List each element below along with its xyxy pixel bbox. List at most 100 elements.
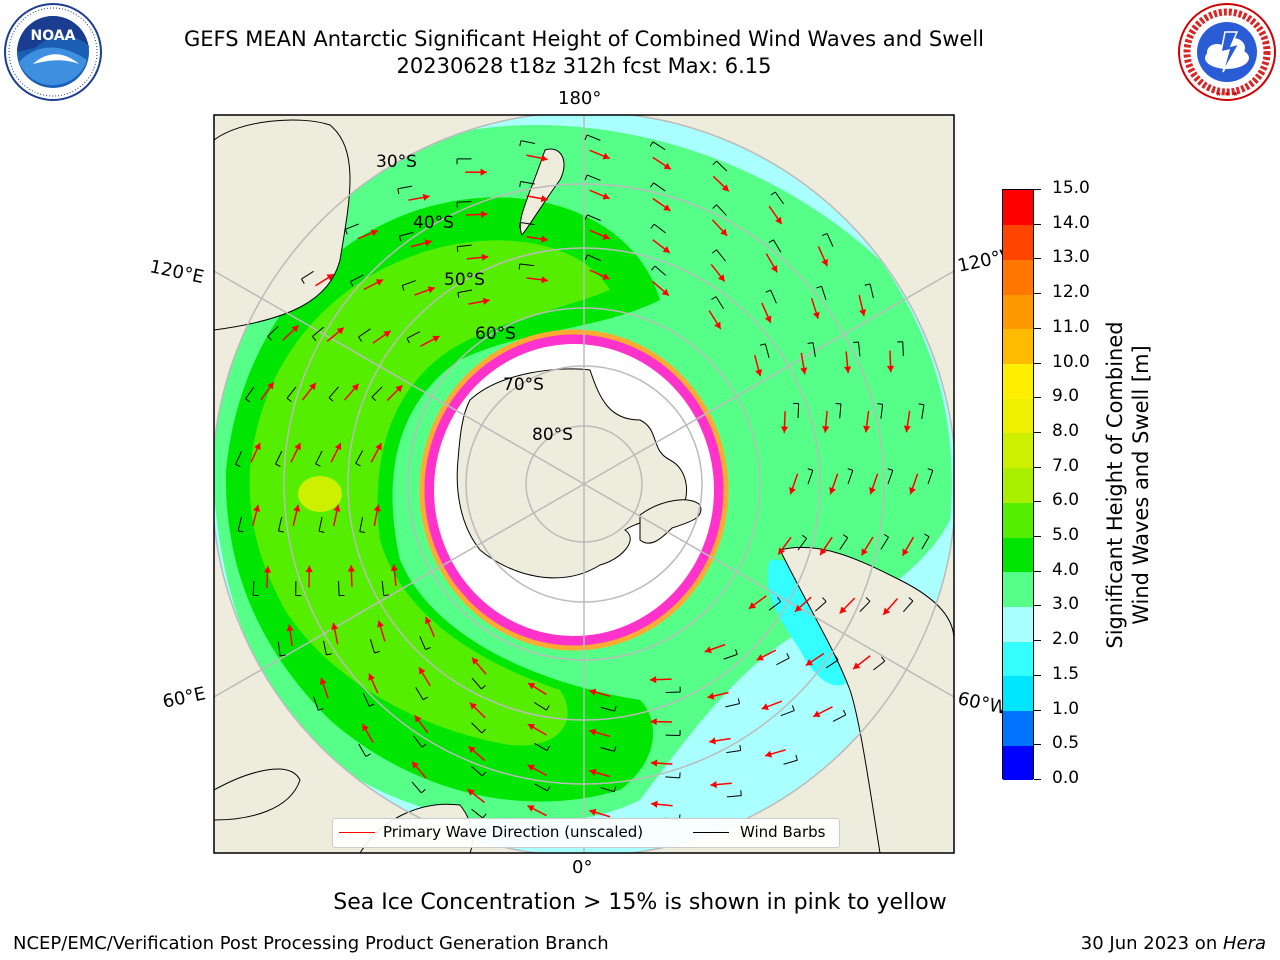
colorbar-tick-label: 12.0 bbox=[1052, 282, 1090, 303]
wind-barb-flag bbox=[326, 653, 332, 656]
wind-barb-flag bbox=[398, 235, 402, 242]
wind-barb-flag bbox=[842, 534, 849, 539]
wave-arrow-head bbox=[375, 279, 384, 286]
colorbar-tick bbox=[1034, 536, 1041, 538]
wind-barb-flag bbox=[519, 140, 522, 147]
wave-arrow-head bbox=[589, 808, 597, 816]
wind-barb-flag bbox=[821, 233, 828, 237]
wind-barb bbox=[600, 746, 615, 752]
wave-arrow-head bbox=[651, 800, 658, 808]
wave-arrow-head bbox=[375, 443, 382, 451]
wind-barb bbox=[313, 696, 319, 711]
wind-barb-flag bbox=[235, 463, 241, 468]
wave-arrow-head bbox=[720, 228, 728, 236]
colorbar-tick bbox=[1034, 189, 1041, 190]
wave-arrow-head bbox=[775, 216, 782, 225]
footer-machine: Hera bbox=[1222, 933, 1266, 954]
wind-barb bbox=[716, 249, 726, 262]
wind-barb-flag bbox=[739, 745, 742, 751]
wave-arrow-head bbox=[886, 365, 895, 373]
wind-barb bbox=[399, 231, 414, 237]
lon-label-180: 180° bbox=[558, 88, 602, 109]
wind-barb-flag bbox=[822, 597, 827, 602]
wind-barb bbox=[345, 223, 359, 230]
wind-barb bbox=[880, 536, 889, 550]
wind-barb bbox=[355, 450, 363, 464]
wind-barb-flag bbox=[795, 754, 798, 761]
wind-barb-flag bbox=[908, 597, 914, 602]
wind-barb-flag bbox=[584, 134, 588, 141]
wind-barb-flag bbox=[807, 342, 814, 344]
colorbar-tick bbox=[1034, 779, 1041, 780]
wind-barb bbox=[457, 201, 472, 203]
wind-barb bbox=[267, 326, 279, 337]
wave-arrow-head bbox=[427, 286, 435, 294]
wind-barb-flag bbox=[712, 160, 717, 166]
wind-barb-flag bbox=[865, 597, 871, 602]
wind-barb bbox=[237, 516, 243, 531]
wind-barb bbox=[812, 342, 816, 357]
lat-label-30s: 30°S bbox=[376, 152, 417, 172]
wave-arrow-head bbox=[368, 673, 375, 681]
wind-barb bbox=[587, 214, 601, 221]
wind-barb-flag bbox=[883, 533, 889, 538]
wave-arrow-head bbox=[480, 168, 487, 176]
wind-barb-flag bbox=[802, 534, 807, 539]
colorbar-tick bbox=[1034, 258, 1041, 260]
wind-barb bbox=[768, 601, 782, 611]
wave-arrow-head bbox=[540, 195, 548, 203]
wind-barb bbox=[665, 776, 680, 779]
footer-date-text: 30 Jun 2023 on bbox=[1080, 933, 1223, 954]
wind-barb bbox=[921, 536, 930, 550]
wave-arrow-head bbox=[602, 273, 610, 280]
wind-barb bbox=[665, 691, 681, 694]
wind-barb bbox=[783, 759, 798, 765]
wind-barb bbox=[406, 331, 421, 339]
wind-barb bbox=[654, 265, 667, 276]
wind-barb bbox=[859, 600, 871, 612]
wind-barb-flag bbox=[318, 530, 325, 533]
colorbar-segment bbox=[1003, 675, 1033, 712]
wave-arrow-head bbox=[761, 703, 769, 711]
lat-label-50s: 50°S bbox=[444, 270, 485, 290]
wave-arrow-head bbox=[377, 620, 384, 628]
footer-date: 30 Jun 2023 on Hera bbox=[1081, 933, 1266, 954]
wind-barb-flag bbox=[650, 223, 655, 229]
wind-barb-flag bbox=[355, 462, 361, 467]
colorbar-segment bbox=[1003, 328, 1033, 365]
wind-barb bbox=[780, 710, 795, 717]
map-border bbox=[213, 114, 955, 854]
colorbar-tick-label: 7.0 bbox=[1052, 455, 1080, 476]
wind-barb-flag bbox=[425, 646, 431, 651]
colorbar-segment bbox=[1003, 710, 1033, 746]
wind-barb-flag bbox=[887, 468, 893, 471]
colorbar-tick bbox=[1034, 640, 1041, 642]
wind-barb bbox=[369, 639, 376, 654]
wave-arrow-head bbox=[821, 258, 828, 267]
wave-arrow-head bbox=[649, 676, 657, 684]
wind-barbs bbox=[235, 134, 934, 833]
wave-arrow-head bbox=[589, 768, 597, 776]
wave-arrow-head bbox=[859, 309, 867, 317]
wind-barb-flag bbox=[649, 141, 654, 147]
wind-barb bbox=[821, 286, 827, 301]
wind-barb-flag bbox=[786, 653, 790, 659]
wave-arrow-head bbox=[714, 321, 721, 329]
colorbar-tick-label: 3.0 bbox=[1052, 594, 1080, 615]
wave-arrow-head bbox=[432, 335, 440, 343]
colorbar-tick-label: 0.5 bbox=[1052, 733, 1080, 754]
footer-credit: NCEP/EMC/Verification Post Processing Pr… bbox=[13, 933, 609, 954]
wind-barb-flag bbox=[300, 278, 305, 284]
wind-barb-flag bbox=[649, 182, 654, 188]
wind-barb bbox=[301, 270, 314, 280]
wave-arrow-head bbox=[602, 192, 610, 200]
wave-arrow-head bbox=[383, 330, 391, 338]
wave-arrow-head bbox=[710, 780, 717, 789]
wave-arrow-head bbox=[650, 718, 657, 726]
wind-barb-flag bbox=[834, 655, 839, 661]
wind-barb bbox=[275, 450, 283, 465]
wind-barb bbox=[770, 289, 777, 304]
wave-arrow-head bbox=[902, 548, 909, 556]
wind-barb-flag bbox=[807, 468, 813, 471]
wind-barb bbox=[411, 781, 422, 794]
